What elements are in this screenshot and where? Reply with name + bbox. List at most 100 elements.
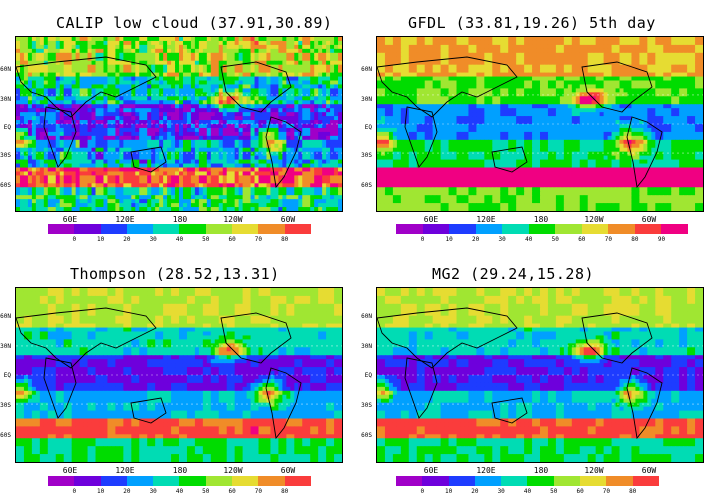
lon-label-120e: 120E [476, 215, 496, 224]
lon-label-120e: 120E [115, 215, 135, 224]
lat-label-60n: 60N [0, 313, 11, 320]
colorbar-swatch [580, 476, 607, 486]
colorbar-tick-label: 60 [578, 236, 586, 243]
colorbar-swatch [205, 224, 233, 234]
colorbar-tick-label: 0 [420, 488, 425, 495]
lon-label-60e: 60E [423, 466, 439, 475]
colorbar-swatch [422, 224, 450, 234]
colorbar-swatch [632, 476, 659, 486]
colorbar-tick-label: 40 [525, 236, 533, 243]
colorbar-swatch [179, 224, 206, 234]
lat-label-eq: EQ [3, 124, 11, 131]
lat-label-30s: 30S [0, 402, 11, 409]
colorbar-swatch [258, 224, 285, 234]
lon-label-180: 180 [533, 215, 549, 224]
colorbar-tick-label: 0 [72, 488, 77, 495]
colorbar-swatch [153, 476, 180, 486]
colorbar-tick-label: 20 [123, 236, 131, 243]
colorbar-swatch [501, 476, 528, 486]
colorbar-tick-label: 90 [657, 236, 666, 243]
colorbar-tick-label: 10 [96, 488, 105, 495]
colorbar-tick-label: 80 [631, 236, 639, 243]
lat-label-60s: 60S [0, 432, 11, 439]
colorbar-tick-label: 40 [523, 488, 532, 495]
lat-label-30n: 30N [0, 96, 11, 103]
colorbar-swatch [153, 224, 180, 234]
colorbar-tick-label: 40 [175, 488, 184, 495]
colorbar-swatch [126, 476, 154, 486]
colorbar [48, 224, 311, 234]
lat-label-30n: 30N [361, 343, 372, 350]
lat-label-60n: 60N [0, 66, 11, 73]
colorbar-swatch [232, 224, 259, 234]
colorbar-tick-label: 20 [471, 488, 479, 495]
colorbar-swatch [448, 476, 475, 486]
lon-label-120w: 120W [584, 466, 604, 475]
colorbar-swatch [205, 476, 233, 486]
lat-label-eq: EQ [3, 372, 11, 379]
colorbar-swatch [661, 224, 689, 234]
lon-label-180: 180 [533, 466, 549, 475]
colorbar-tick-label: 60 [576, 488, 584, 495]
colorbar-tick-label: 30 [149, 236, 157, 243]
panel-title: MG2 (29.24,15.28) [432, 265, 595, 283]
colorbar-tick-label: 50 [551, 236, 559, 243]
colorbar-swatch [48, 476, 75, 486]
colorbar-tick-label: 70 [254, 236, 262, 243]
colorbar-swatch [555, 224, 582, 234]
colorbar-swatch [608, 224, 635, 234]
lat-label-30s: 30S [361, 402, 372, 409]
colorbar [396, 224, 689, 234]
colorbar-tick-label: 80 [629, 488, 637, 495]
colorbar-tick-label: 10 [445, 236, 453, 243]
colorbar-swatch [258, 476, 285, 486]
colorbar-swatch [634, 224, 662, 234]
colorbar-swatch [527, 476, 554, 486]
lat-label-60s: 60S [0, 182, 11, 189]
colorbar [48, 476, 311, 486]
colorbar-tick-label: 70 [604, 236, 612, 243]
lat-label-60s: 60S [361, 432, 372, 439]
colorbar-tick-label: 10 [96, 236, 105, 243]
lon-label-180: 180 [172, 215, 188, 224]
lon-label-60e: 60E [423, 215, 439, 224]
colorbar-swatch [284, 476, 311, 486]
colorbar-swatch [179, 476, 206, 486]
lat-label-30s: 30S [0, 152, 11, 159]
lon-label-60w: 60W [641, 215, 657, 224]
lon-label-120w: 120W [223, 466, 243, 475]
lon-label-60e: 60E [62, 466, 78, 475]
colorbar-swatch [396, 476, 423, 486]
colorbar-swatch [474, 476, 502, 486]
colorbar-swatch [449, 224, 476, 234]
colorbar-swatch [606, 476, 633, 486]
colorbar-tick-label: 50 [202, 236, 210, 243]
colorbar-tick-label: 20 [123, 488, 131, 495]
lon-label-120w: 120W [223, 215, 243, 224]
colorbar-swatch [126, 224, 154, 234]
colorbar-tick-label: 70 [602, 488, 610, 495]
lat-label-30s: 30S [361, 152, 372, 159]
colorbar-tick-label: 80 [281, 236, 289, 243]
colorbar-tick-label: 30 [497, 488, 505, 495]
colorbar-swatch [48, 224, 75, 234]
colorbar-tick-label: 40 [175, 236, 184, 243]
lat-label-eq: EQ [364, 372, 372, 379]
lat-label-60n: 60N [361, 313, 372, 320]
cloud-map [15, 287, 343, 463]
lat-label-eq: EQ [364, 124, 372, 131]
colorbar-swatch [396, 224, 423, 234]
lon-label-120e: 120E [115, 466, 135, 475]
colorbar-swatch [475, 224, 503, 234]
lon-label-120w: 120W [584, 215, 604, 224]
lat-label-30n: 30N [361, 96, 372, 103]
colorbar-tick-label: 60 [228, 488, 236, 495]
colorbar-swatch [284, 224, 311, 234]
colorbar-swatch [100, 476, 127, 486]
panel-title: CALIP low cloud (37.91,30.89) [56, 14, 333, 32]
lon-label-60e: 60E [62, 215, 78, 224]
cloud-map [376, 287, 704, 463]
lon-label-120e: 120E [476, 466, 496, 475]
colorbar-swatch [502, 224, 529, 234]
colorbar-swatch [232, 476, 259, 486]
